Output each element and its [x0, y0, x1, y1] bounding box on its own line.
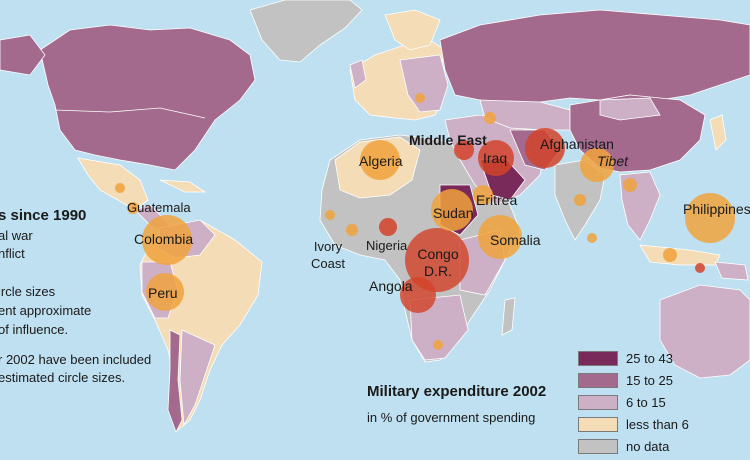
- us-canada-border: [54, 107, 206, 119]
- legend-item: 25 to 43: [578, 349, 673, 367]
- label-tibet: Tibet: [597, 153, 629, 169]
- label-peru: Peru: [148, 285, 178, 301]
- legend-swatch-25-43: [578, 350, 618, 366]
- label-nigeria: Nigeria: [366, 238, 408, 253]
- label-eritrea: Eritrea: [476, 192, 518, 208]
- legend-swatch-no-data: [578, 438, 618, 454]
- greenland: [249, 0, 363, 63]
- circle-iraq: [478, 140, 514, 176]
- circle-peru: [146, 273, 184, 311]
- legend-label: 25 to 43: [626, 350, 673, 366]
- conflicts-title: s since 1990: [0, 207, 87, 224]
- circle-indonesia: [663, 248, 677, 262]
- legend-label: 15 to 25: [626, 372, 673, 388]
- label-colombia: Colombia: [134, 231, 194, 247]
- eastern-europe: [399, 54, 449, 113]
- circle-sudan: [431, 189, 473, 231]
- circle-colombia: [142, 215, 192, 265]
- circle-sri-lanka: [587, 233, 597, 243]
- label-angola: Angola: [369, 278, 413, 294]
- legend-item: no data: [578, 437, 669, 455]
- label-guatemala: Guatemala: [127, 200, 191, 215]
- britain: [349, 59, 367, 89]
- conflicts-line-1: al war: [0, 228, 33, 243]
- legend-item: 15 to 25: [578, 371, 673, 389]
- circle-ivory-coast: [346, 224, 358, 236]
- circle-philippines: [685, 193, 735, 243]
- circle-balkans: [415, 93, 425, 103]
- legend-subtitle: in % of government spending: [367, 410, 536, 425]
- legend-item: less than 6: [578, 415, 689, 433]
- circle-east-timor: [695, 263, 705, 273]
- conflicts-line-5: of influence.: [0, 322, 69, 337]
- label-algeria: Algeria: [359, 153, 403, 169]
- circle-afghanistan: [525, 128, 565, 168]
- label-ivory-coast: Ivory Coast: [311, 239, 345, 271]
- circle-angola: [400, 277, 436, 313]
- circle-eritrea: [473, 185, 493, 205]
- circle-congo: [405, 228, 469, 292]
- label-somalia: Somalia: [490, 232, 541, 248]
- conflicts-line-2: nflict: [0, 246, 25, 261]
- circle-nigeria: [379, 218, 397, 236]
- legend-swatch-15-25: [578, 372, 618, 388]
- caribbean: [159, 179, 207, 193]
- circle-somalia: [478, 215, 522, 259]
- label-sudan: Sudan: [433, 205, 474, 221]
- mongolia: [599, 97, 661, 121]
- argentina: [179, 329, 216, 427]
- legend-title: Military expenditure 2002: [367, 383, 547, 400]
- label-philippines: Philippines: [683, 201, 750, 217]
- australia: [659, 284, 750, 379]
- madagascar: [501, 297, 516, 336]
- circle-south-africa: [433, 340, 443, 350]
- circle-india-1: [574, 194, 586, 206]
- legend-label: less than 6: [626, 416, 689, 432]
- legend-swatch-less-6: [578, 416, 618, 432]
- indonesia: [639, 244, 721, 266]
- label-iraq: Iraq: [483, 150, 508, 166]
- legend-item: 6 to 15: [578, 393, 666, 411]
- japan: [709, 114, 727, 151]
- legend-label: 6 to 15: [626, 394, 666, 410]
- circle-west-africa: [325, 210, 335, 220]
- conflicts-line-6: r 2002 have been included: [0, 352, 152, 367]
- scandinavia: [384, 9, 441, 51]
- conflicts-line-4: ent approximate: [0, 303, 92, 318]
- circle-myanmar: [623, 178, 637, 192]
- conflicts-line-7: estimated circle sizes.: [0, 370, 126, 385]
- north-america: [39, 24, 256, 171]
- circle-mexico: [115, 183, 125, 193]
- label-middle-east: Middle East: [409, 132, 487, 148]
- circle-algeria: [360, 140, 400, 180]
- conflicts-line-3: ircle sizes: [0, 284, 56, 299]
- circle-caucasus: [484, 112, 496, 124]
- label-afghanistan: Afghanistan: [540, 136, 614, 152]
- new-guinea: [714, 261, 749, 281]
- circle-middle-east: [454, 140, 474, 160]
- russia: [439, 9, 750, 106]
- circle-guatemala: [127, 202, 139, 214]
- circle-tibet: [580, 148, 614, 182]
- alaska: [0, 34, 46, 76]
- chile: [167, 329, 183, 434]
- legend-swatch-6-15: [578, 394, 618, 410]
- label-congo: Congo D.R.: [417, 246, 459, 279]
- legend-label: no data: [626, 438, 670, 454]
